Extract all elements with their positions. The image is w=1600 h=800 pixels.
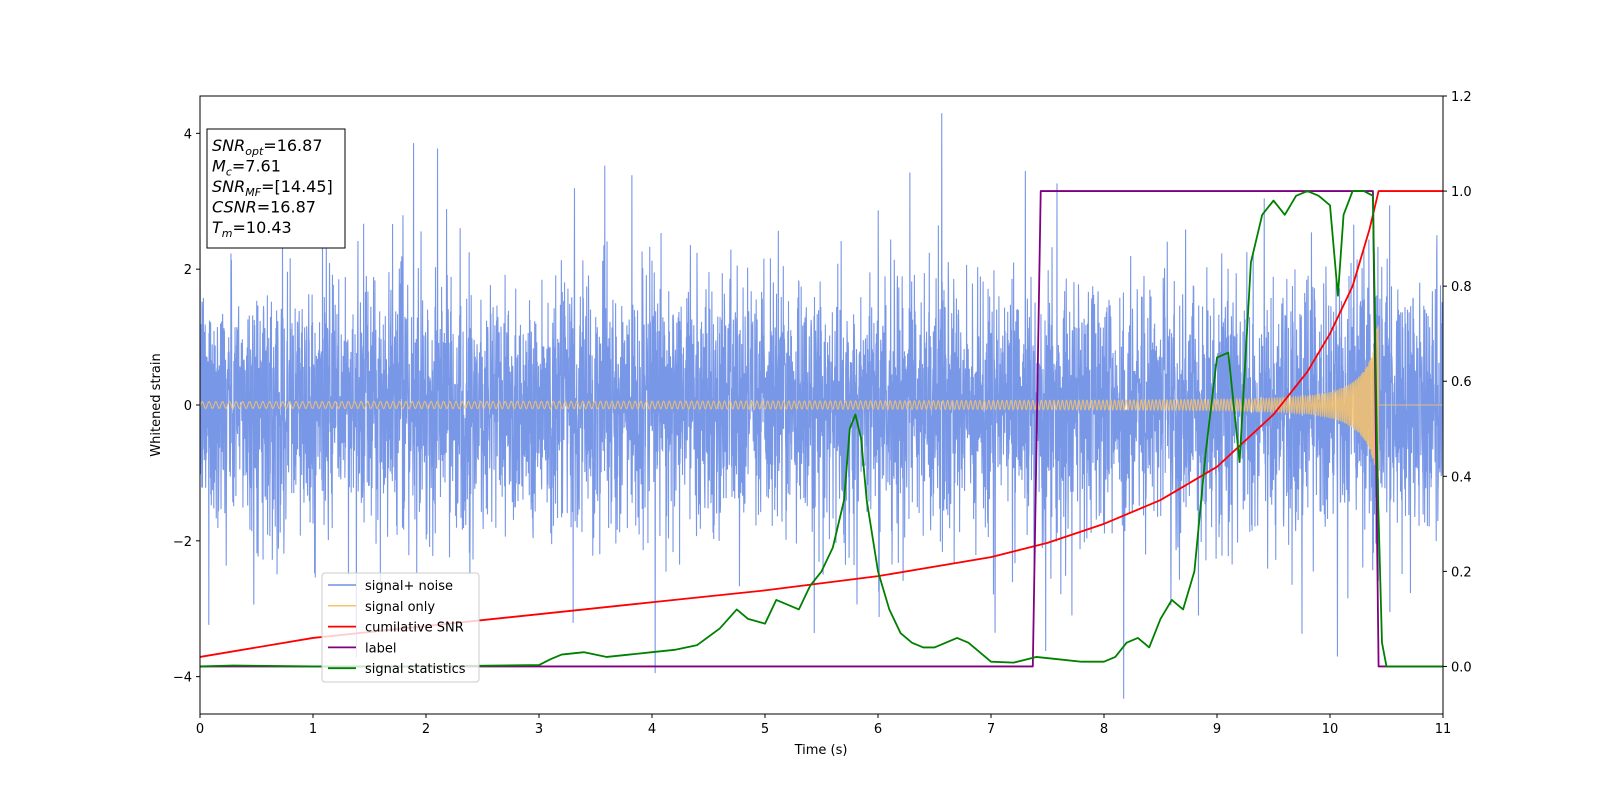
info-box-line: SNRopt=16.87 <box>212 136 323 158</box>
x-tick-label: 2 <box>422 722 430 737</box>
legend-label: signal+ noise <box>365 579 453 594</box>
info-box-line: CSNR=16.87 <box>212 198 316 217</box>
y-left-tick-label: 0 <box>184 399 192 414</box>
legend-label: signal only <box>365 600 435 615</box>
plot-area <box>200 113 1443 699</box>
x-tick-label: 11 <box>1435 722 1452 737</box>
y-right-tick-label: 0.4 <box>1451 470 1472 485</box>
x-tick-label: 7 <box>987 722 995 737</box>
y-right-tick-label: 1.2 <box>1451 90 1472 105</box>
y-right-tick-label: 0.6 <box>1451 375 1472 390</box>
y-right-tick-label: 0.8 <box>1451 280 1472 295</box>
legend-label: cumilative SNR <box>365 621 464 636</box>
y-axis-left: −4 −2 0 2 4 <box>173 127 200 686</box>
legend: signal+ noise signal only cumilative SNR la… <box>321 572 480 683</box>
series-signal-statistics-line <box>200 190 1443 668</box>
x-tick-label: 0 <box>196 722 204 737</box>
y-right-tick-label: 1.0 <box>1451 185 1472 200</box>
x-tick-label: 1 <box>309 722 317 737</box>
y-left-tick-label: 4 <box>184 127 192 142</box>
y-axis-label: Whitened strain <box>149 353 164 456</box>
x-tick-label: 10 <box>1322 722 1339 737</box>
x-axis-label: Time (s) <box>794 743 848 758</box>
info-box-line: SNRMF=[14.45] <box>212 177 333 199</box>
y-right-tick-label: 0.0 <box>1451 660 1472 675</box>
series-signal-only-line <box>200 325 1443 483</box>
info-box-line: Mc=7.61 <box>212 157 281 179</box>
series-cumulative-snr-line <box>200 190 1443 658</box>
x-tick-label: 6 <box>874 722 882 737</box>
x-axis: 0 1 2 3 4 5 6 7 8 9 10 11 <box>196 714 1451 737</box>
x-tick-label: 4 <box>648 722 656 737</box>
y-right-tick-label: 0.2 <box>1451 565 1472 580</box>
legend-label: signal statistics <box>365 662 466 677</box>
x-tick-label: 3 <box>535 722 543 737</box>
x-tick-label: 9 <box>1213 722 1221 737</box>
info-box: SNRopt=16.87Mc=7.61SNRMF=[14.45]CSNR=16.… <box>206 128 346 249</box>
y-left-tick-label: −2 <box>173 535 192 550</box>
legend-label: label <box>365 641 396 656</box>
y-axis-right: 0.0 0.2 0.4 0.6 0.8 1.0 1.2 <box>1443 90 1472 675</box>
legend-frame <box>321 572 480 683</box>
info-box-frame <box>206 128 346 249</box>
y-left-tick-label: −4 <box>173 671 192 686</box>
x-tick-label: 5 <box>761 722 769 737</box>
x-tick-label: 8 <box>1100 722 1108 737</box>
info-box-line: Tm=10.43 <box>212 218 292 240</box>
series-signal-noise-line <box>200 113 1443 699</box>
y-left-tick-label: 2 <box>184 263 192 278</box>
